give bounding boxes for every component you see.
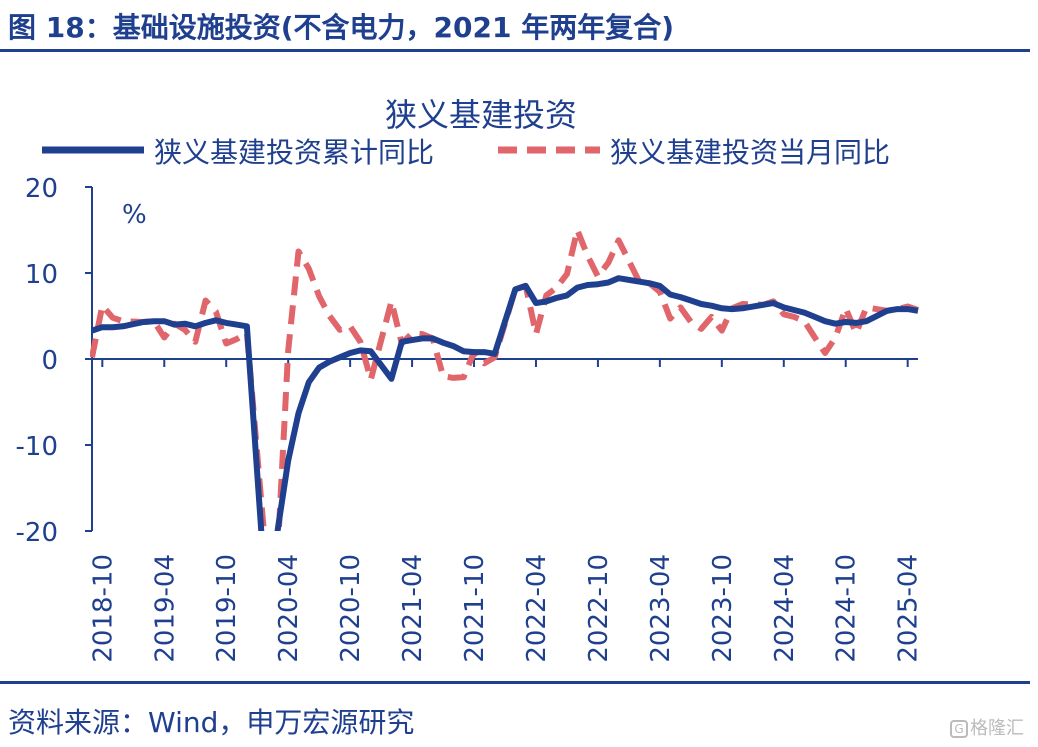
watermark: G 格隆汇 [950, 714, 1024, 740]
x-tick-label: 2021-04 [398, 554, 428, 663]
x-tick-label: 2024-10 [832, 554, 862, 663]
x-tick-label: 2019-04 [150, 554, 180, 663]
x-tick-label: 2025-04 [894, 554, 924, 663]
series-line-cumulative [91, 275, 919, 531]
x-tick-label: 2018-10 [88, 554, 118, 663]
watermark-text: 格隆汇 [970, 718, 1024, 739]
x-tick-label: 2024-04 [770, 554, 800, 663]
y-unit-label: % [122, 200, 147, 230]
legend-label-monthly: 狭义基建投资当月同比 [610, 136, 890, 169]
axes: 20 10 0 -10 -20 2018-10 2019-04 2019-10 2020-04 2… [16, 174, 924, 663]
y-tick-label: 0 [41, 346, 58, 376]
footer-rule [0, 681, 1030, 684]
source-note: 资料来源：Wind，申万宏源研究 [8, 706, 415, 739]
x-tick-label: 2022-04 [522, 554, 552, 663]
x-tick-label: 2023-04 [646, 554, 676, 663]
legend-label-cumulative: 狭义基建投资累计同比 [154, 136, 434, 169]
series [90, 227, 919, 531]
y-tick-label: 20 [25, 174, 58, 204]
header-rule [0, 49, 1030, 52]
x-tick-label: 2023-10 [708, 554, 738, 663]
y-tick-label: -10 [16, 432, 58, 462]
figure-title: 图 18：基础设施投资(不含电力，2021 年两年复合) [8, 11, 674, 44]
watermark-logo-icon: G [950, 720, 968, 738]
x-tick-label: 2020-04 [274, 554, 304, 663]
chart: 狭义基建投资 狭义基建投资累计同比 狭义基建投资当月同比 % 20 10 0 -10 -… [16, 96, 924, 663]
figure-header: 图 18：基础设施投资(不含电力，2021 年两年复合) [0, 0, 1038, 56]
legend: 狭义基建投资累计同比 狭义基建投资当月同比 [42, 136, 890, 169]
x-tick-label: 2019-10 [212, 554, 242, 663]
x-tick-label: 2022-10 [584, 554, 614, 663]
series-line-monthly [90, 227, 919, 531]
y-tick-label: 10 [25, 260, 58, 290]
x-tick-label: 2021-10 [460, 554, 490, 663]
x-tick-label: 2020-10 [336, 554, 366, 663]
chart-title: 狭义基建投资 [385, 96, 577, 134]
y-tick-label: -20 [16, 518, 58, 548]
